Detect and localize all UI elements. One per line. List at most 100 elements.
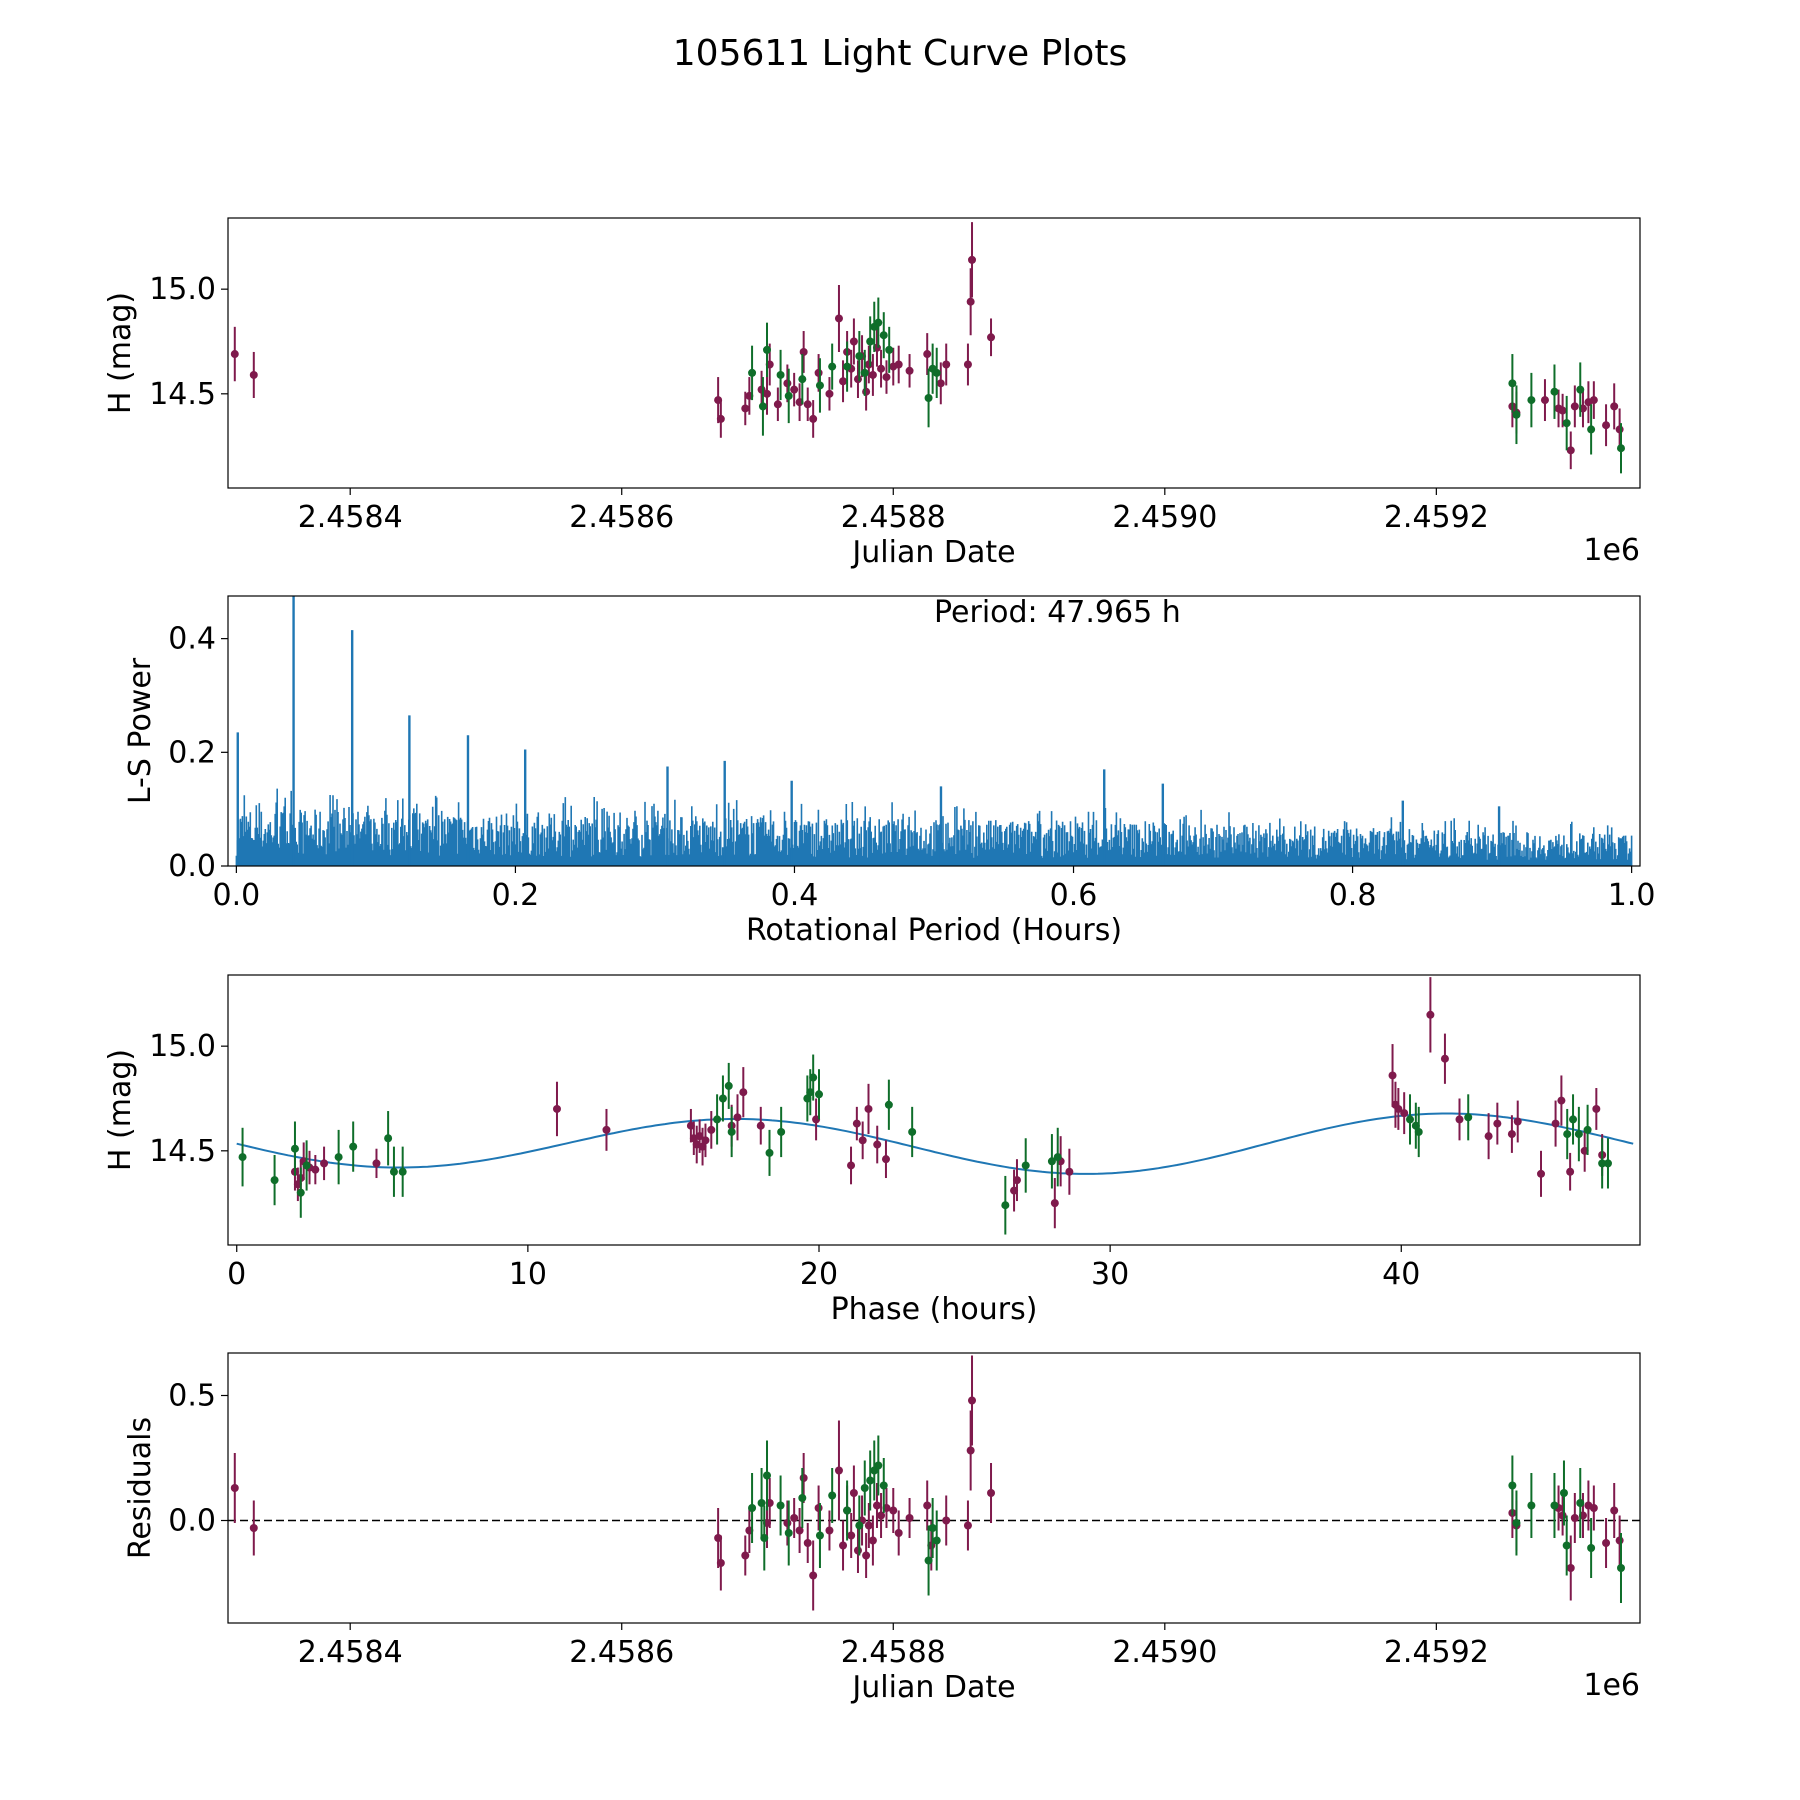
residuals-magenta-point — [942, 1516, 951, 1525]
residuals-green-point — [1512, 1519, 1521, 1527]
residuals-magenta-point — [799, 1474, 808, 1482]
lightcurve-magenta-point — [834, 314, 843, 323]
residuals-green-point — [784, 1529, 793, 1537]
panel-phased: 0 10 20 30 40 14.5 15.0 Phase (hours) H (mag) — [103, 974, 1641, 1327]
phased-data — [236, 977, 1634, 1235]
phased-green-point — [1021, 1161, 1030, 1170]
phased-xtick-label: 40 — [1382, 1257, 1420, 1292]
phased-magenta-point — [1592, 1104, 1601, 1113]
lightcurve-green-point — [776, 370, 785, 379]
residuals-magenta-point — [803, 1539, 812, 1547]
phased-green-point — [1047, 1157, 1056, 1166]
residuals-ytick-label: 0.0 — [168, 1504, 216, 1539]
lightcurve-magenta-point — [923, 350, 932, 359]
residuals-magenta-point — [834, 1466, 843, 1475]
residuals-magenta-point — [839, 1541, 848, 1550]
phased-frame — [227, 974, 1641, 1246]
residuals-green-point — [1616, 1564, 1625, 1572]
phased-green-point — [1414, 1127, 1423, 1136]
phased-magenta-point — [733, 1113, 742, 1122]
lightcurve-offset-label: 1e6 — [1583, 533, 1640, 568]
phased-magenta-point — [1455, 1115, 1464, 1124]
residuals-green-point — [1527, 1501, 1536, 1510]
phased-green-point — [718, 1094, 727, 1103]
phased-magenta-point — [701, 1136, 710, 1145]
lightcurve-magenta-point — [849, 337, 858, 346]
phased-magenta-point — [1513, 1117, 1522, 1126]
phased-green-point — [1464, 1113, 1473, 1122]
phased-green-point — [1053, 1153, 1062, 1162]
lightcurve-xtick-label: 2.4584 — [298, 500, 403, 535]
phased-magenta-point — [1537, 1169, 1546, 1178]
lightcurve-xtick-label: 2.4592 — [1384, 500, 1489, 535]
residuals-data — [228, 1355, 1640, 1611]
lightcurve-magenta-point — [894, 360, 903, 369]
phased-magenta-point — [1400, 1109, 1409, 1118]
residuals-green-point — [815, 1531, 824, 1540]
residuals-green-point — [828, 1491, 837, 1500]
lightcurve-ytick-label: 15.0 — [149, 272, 216, 307]
phased-green-point — [908, 1127, 917, 1136]
residuals-offset-label: 1e6 — [1583, 1668, 1640, 1703]
lightcurve-magenta-point — [1615, 425, 1624, 434]
lightcurve-magenta-point — [853, 375, 862, 384]
lightcurve-magenta-point — [814, 368, 823, 377]
residuals-green-point — [1559, 1489, 1568, 1497]
residuals-magenta-point — [1615, 1536, 1624, 1545]
lightcurve-magenta-point — [1540, 396, 1549, 405]
phased-magenta-point — [602, 1125, 611, 1134]
lightcurve-green-point — [879, 331, 888, 340]
phased-green-point — [384, 1134, 393, 1143]
residuals-xtick-label: 2.4590 — [1112, 1635, 1217, 1670]
lightcurve-xtick-label: 2.4588 — [841, 500, 946, 535]
periodogram-power-line — [235, 788, 1633, 866]
panel-periodogram: 0.0 0.2 0.4 0.6 0.8 1.0 0.0 0.2 0.4 Period: 47.9… — [123, 595, 1655, 948]
residuals-green-point — [1562, 1541, 1571, 1550]
residuals-magenta-point — [872, 1501, 881, 1510]
lightcurve-magenta-point — [773, 400, 782, 409]
phased-xtick-label: 20 — [800, 1257, 838, 1292]
periodogram-ytick-label: 0.2 — [168, 735, 216, 770]
lightcurve-ytick-label: 14.5 — [149, 377, 216, 412]
phased-magenta-point — [739, 1088, 748, 1097]
lightcurve-green-point — [763, 345, 772, 354]
lightcurve-magenta-point — [864, 360, 873, 369]
residuals-xtick-label: 2.4584 — [298, 1635, 403, 1670]
residuals-green-point — [866, 1476, 875, 1485]
residuals-magenta-point — [847, 1531, 856, 1540]
phased-magenta-point — [1065, 1167, 1074, 1176]
residuals-magenta-point — [963, 1521, 972, 1530]
phased-green-point — [389, 1167, 398, 1176]
lightcurve-magenta-point — [716, 414, 725, 423]
residuals-plot-area — [230, 1355, 1625, 1611]
phased-ytick-label: 14.5 — [149, 1134, 216, 1169]
lightcurve-green-point — [1550, 387, 1559, 396]
phased-magenta-point — [707, 1125, 716, 1134]
residuals-green-point — [924, 1556, 933, 1565]
lightcurve-magenta-point — [966, 297, 975, 306]
phased-green-point — [777, 1127, 786, 1136]
lightcurve-magenta-point — [799, 347, 808, 356]
phased-magenta-point — [320, 1159, 329, 1168]
lightcurve-green-point — [784, 391, 793, 400]
panel-residuals: 2.4584 2.4586 2.4588 2.4590 2.4592 0.0 0.5 Jul… — [123, 1352, 1641, 1705]
periodogram-xtick-label: 0.6 — [1050, 878, 1098, 913]
lightcurve-magenta-point — [987, 333, 996, 342]
lightcurve-magenta-point — [1589, 396, 1598, 405]
residuals-magenta-point — [905, 1514, 914, 1522]
phased-magenta-point — [1484, 1132, 1493, 1141]
phased-ytick-label: 15.0 — [149, 1029, 216, 1064]
residuals-magenta-point — [987, 1489, 996, 1497]
residuals-green-point — [932, 1536, 941, 1545]
residuals-xtick-label: 2.4586 — [569, 1635, 674, 1670]
phased-green-point — [1598, 1159, 1607, 1168]
residuals-magenta-point — [853, 1546, 862, 1555]
residuals-green-point — [843, 1506, 852, 1515]
phased-magenta-point — [1050, 1199, 1059, 1208]
lightcurve-green-point — [758, 402, 767, 411]
phased-green-point — [1603, 1159, 1612, 1168]
phased-green-point — [334, 1153, 343, 1162]
residuals-green-point — [879, 1481, 888, 1490]
residuals-magenta-point — [868, 1536, 877, 1545]
